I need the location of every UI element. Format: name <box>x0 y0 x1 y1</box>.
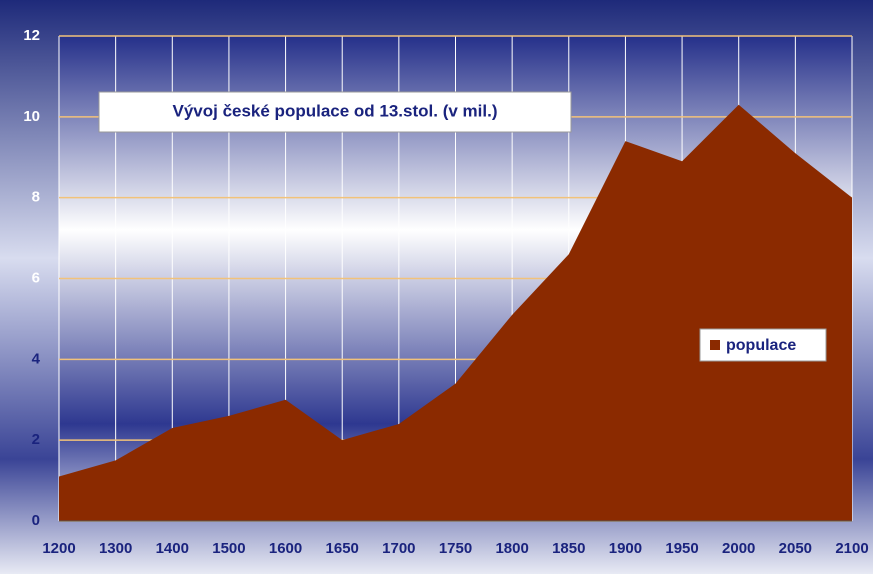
y-tick-label: 6 <box>32 269 40 286</box>
x-tick-label: 1850 <box>552 540 585 557</box>
area <box>59 104 852 521</box>
x-tick-label: 1600 <box>269 540 302 557</box>
x-tick-label: 1950 <box>665 540 698 557</box>
y-tick-label: 12 <box>23 27 40 44</box>
y-tick-label: 0 <box>32 512 40 529</box>
x-tick-label: 2000 <box>722 540 755 557</box>
x-tick-label: 1300 <box>99 540 132 557</box>
title-box <box>98 91 572 133</box>
x-tick-label: 1200 <box>42 540 75 557</box>
x-tick-label: 2100 <box>835 540 868 557</box>
x-tick-label: 1400 <box>156 540 189 557</box>
chart-title: Vývoj české populace od 13.stol. (v mil.… <box>172 101 497 120</box>
x-tick-label: 1700 <box>382 540 415 557</box>
x-tick-label: 2050 <box>779 540 812 557</box>
x-tick-label: 1650 <box>326 540 359 557</box>
y-tick-label: 8 <box>32 189 40 206</box>
x-tick-label: 1500 <box>212 540 245 557</box>
legend-label: populace <box>726 337 796 354</box>
x-tick-label: 1750 <box>439 540 472 557</box>
x-tick-label: 1900 <box>609 540 642 557</box>
y-tick-label: 10 <box>23 108 40 125</box>
y-tick-label: 2 <box>32 431 40 448</box>
y-tick-label: 4 <box>32 350 41 367</box>
x-tick-label: 1800 <box>495 540 528 557</box>
legend-swatch <box>710 340 720 350</box>
legend-box <box>699 328 827 362</box>
